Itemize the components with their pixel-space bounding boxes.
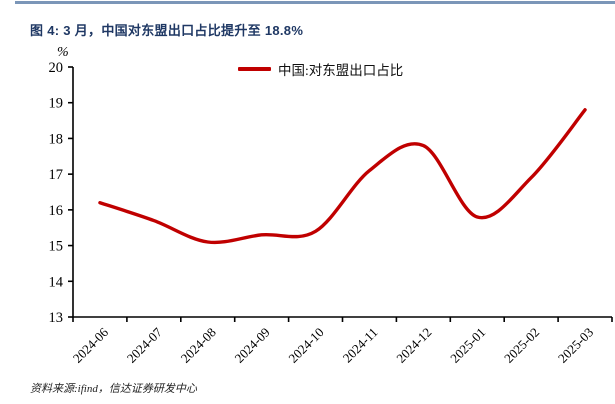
y-tick-label: 14	[49, 274, 64, 290]
top-border-rule	[15, 1, 615, 4]
y-tick-label: 13	[49, 310, 64, 326]
x-tick-label: 2025-02	[501, 325, 542, 366]
x-tick-label: 2024-09	[232, 325, 273, 366]
y-tick-label: 18	[49, 131, 64, 147]
axis-lines	[72, 67, 612, 318]
x-tick-label: 2024-06	[70, 324, 112, 366]
source-note: 资料来源:ifind，信达证券研发中心	[30, 383, 197, 395]
figure-title: 图 4: 3 月，中国对东盟出口占比提升至 18.8%	[30, 23, 304, 38]
x-tick-label: 2024-11	[340, 325, 381, 366]
x-tick-label: 2024-08	[178, 325, 219, 366]
x-tick-label: 2024-10	[285, 325, 326, 366]
legend-line-swatch	[238, 67, 271, 71]
y-tick-label: 19	[49, 96, 64, 112]
data-line-series	[98, 108, 587, 245]
chart-legend: 中国:对东盟出口占比	[238, 59, 403, 79]
x-tick-label: 2025-03	[555, 325, 596, 366]
x-tick-label: 2024-07	[124, 324, 166, 366]
y-tick-label: 16	[49, 203, 64, 219]
y-axis-unit-label: %	[57, 45, 69, 60]
x-tick-label: 2024-12	[393, 325, 434, 366]
y-tick-label: 15	[49, 239, 64, 255]
legend-label: 中国:对东盟出口占比	[278, 63, 404, 78]
x-tick-label: 2025-01	[447, 325, 488, 366]
y-tick-label: 17	[49, 167, 64, 183]
y-tick-label: 20	[49, 60, 64, 76]
